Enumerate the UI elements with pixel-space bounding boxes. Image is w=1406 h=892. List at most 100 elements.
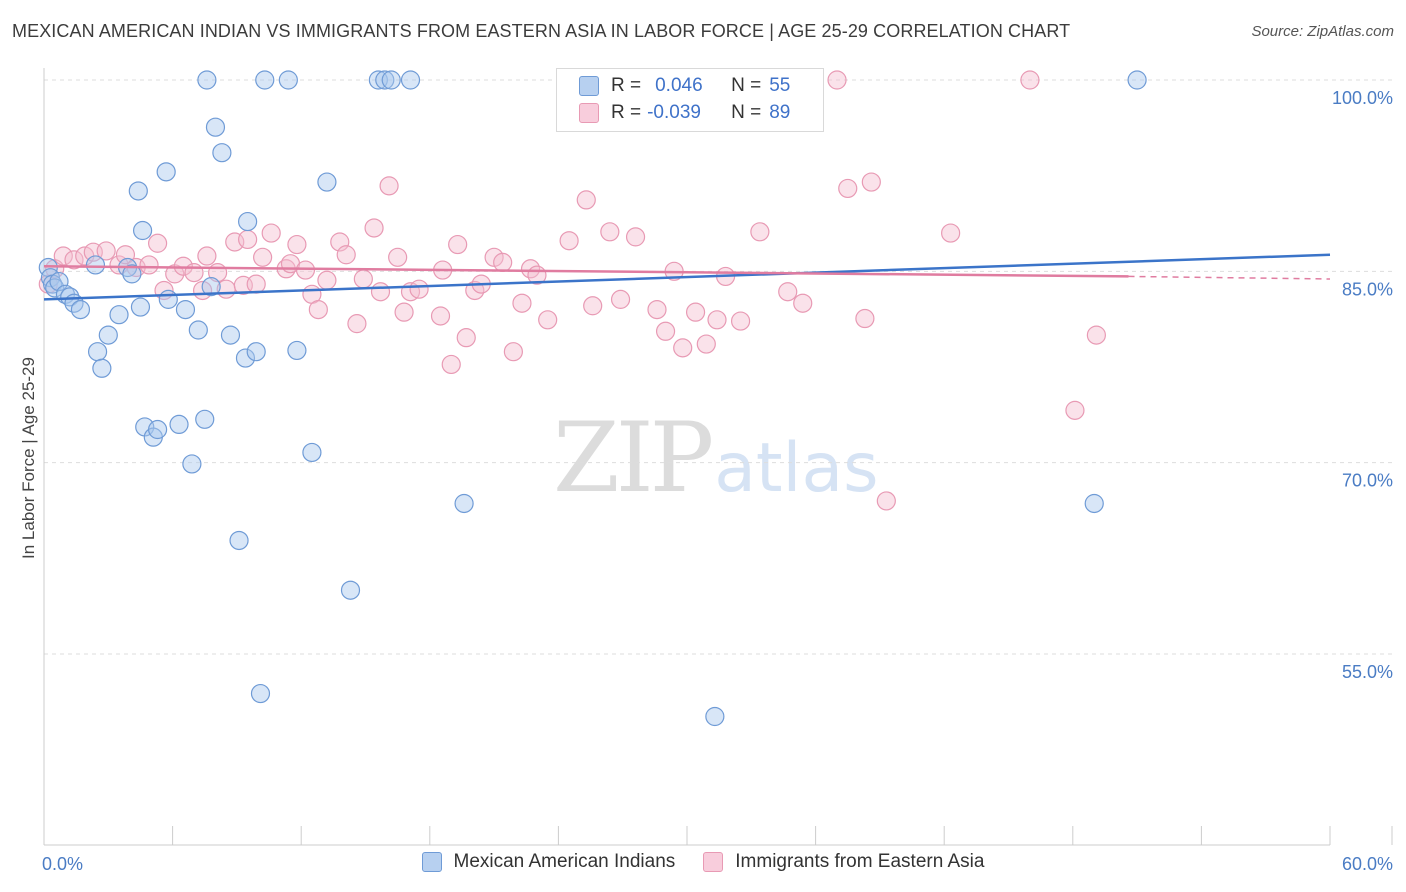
data-point <box>379 176 399 196</box>
data-point <box>201 277 221 297</box>
data-point <box>53 246 73 266</box>
axes <box>43 68 1393 846</box>
data-point <box>370 282 391 302</box>
data-point <box>87 342 108 362</box>
data-point <box>158 289 178 309</box>
legend-swatch-pink <box>703 852 724 872</box>
data-point <box>430 306 451 326</box>
data-point <box>827 70 847 90</box>
data-point <box>861 172 881 192</box>
data-point <box>295 260 316 280</box>
data-point <box>302 442 322 463</box>
y-tick-label: 70.0% <box>1342 471 1393 491</box>
data-point <box>705 706 725 727</box>
legend-swatch-blue <box>421 852 442 872</box>
data-point <box>1086 325 1106 345</box>
data-point <box>381 70 401 90</box>
data-point <box>220 325 241 345</box>
data-point <box>317 270 337 290</box>
data-point <box>205 117 226 137</box>
data-point <box>941 223 961 243</box>
data-point <box>793 293 813 313</box>
data-point <box>610 289 631 309</box>
data-point <box>394 302 414 322</box>
data-point <box>707 310 727 330</box>
data-point <box>255 70 275 90</box>
legend-item-immigrants-eastern-asia: Immigrants from Eastern Asia <box>703 851 984 873</box>
data-point <box>130 297 151 317</box>
data-point <box>347 314 367 334</box>
y-tick-label: 100.0% <box>1332 88 1393 108</box>
data-point <box>559 231 579 251</box>
data-point <box>212 143 232 163</box>
data-point <box>655 321 676 341</box>
data-point <box>493 252 513 273</box>
data-point <box>388 247 408 267</box>
chart-title: MEXICAN AMERICAN INDIAN VS IMMIGRANTS FR… <box>12 21 1071 41</box>
correlation-legend: R = 0.046 N = 55 R = -0.039 N = 89 <box>556 68 824 132</box>
x-tick-label-max: 60.0% <box>1342 854 1393 874</box>
legend-row-pink: R = -0.039 N = 89 <box>579 101 790 125</box>
series-legend: Mexican American Indians Immigrants from… <box>0 851 1406 873</box>
data-point <box>1127 70 1147 90</box>
legend-n-value: 55 <box>769 75 791 96</box>
data-point <box>128 181 148 201</box>
legend-n-label: N = <box>731 75 762 96</box>
data-point <box>538 310 558 330</box>
trend-line-blue <box>43 253 1331 301</box>
data-point <box>109 305 129 325</box>
data-point <box>92 358 112 378</box>
data-point <box>647 300 667 320</box>
data-point <box>441 354 461 375</box>
data-point <box>364 218 384 238</box>
data-point <box>197 246 217 266</box>
data-point <box>229 530 249 551</box>
data-point <box>147 233 168 253</box>
data-point <box>132 220 153 241</box>
data-point <box>448 234 468 255</box>
data-point <box>340 580 361 600</box>
data-point <box>750 222 770 242</box>
data-point <box>250 683 271 704</box>
data-point <box>308 300 328 320</box>
data-point <box>353 269 373 289</box>
data-point <box>696 334 716 354</box>
data-point <box>147 419 168 440</box>
data-point <box>855 308 875 329</box>
data-point <box>336 245 356 265</box>
data-point <box>400 70 421 90</box>
data-point <box>246 342 266 362</box>
y-tick-label: 55.0% <box>1342 662 1393 682</box>
data-point <box>184 263 204 283</box>
data-point <box>85 255 106 275</box>
y-axis-label: In Labor Force | Age 25-29 <box>19 357 38 559</box>
data-point <box>287 340 307 361</box>
watermark: ZIPatlas <box>553 402 879 514</box>
points-immigrants-eastern-asia <box>38 70 1106 511</box>
legend-swatch-pink <box>579 103 599 123</box>
data-point <box>375 70 395 90</box>
data-point <box>456 328 476 348</box>
legend-n-label: N = <box>731 102 762 123</box>
data-point <box>98 325 118 345</box>
data-point <box>253 247 273 267</box>
legend-r-value: -0.039 <box>647 102 701 123</box>
legend-r-value: 0.046 <box>655 75 703 96</box>
data-point <box>1065 400 1085 420</box>
data-point <box>685 302 706 322</box>
data-point <box>122 264 142 284</box>
data-point <box>512 293 532 313</box>
data-point <box>261 223 281 243</box>
data-point <box>317 172 337 192</box>
data-point <box>625 227 646 247</box>
data-point <box>600 222 620 242</box>
data-point <box>1084 493 1104 514</box>
legend-r-label: R = <box>611 75 642 96</box>
data-point <box>96 241 116 261</box>
data-point <box>1020 70 1040 90</box>
axis-labels: 55.0% 70.0% 85.0% 100.0% 0.0% 60.0% In Labor F… <box>19 88 1393 874</box>
data-point <box>246 274 266 294</box>
trend-line-pink-extension <box>1128 275 1331 280</box>
data-point <box>876 491 896 511</box>
data-point <box>409 279 429 299</box>
